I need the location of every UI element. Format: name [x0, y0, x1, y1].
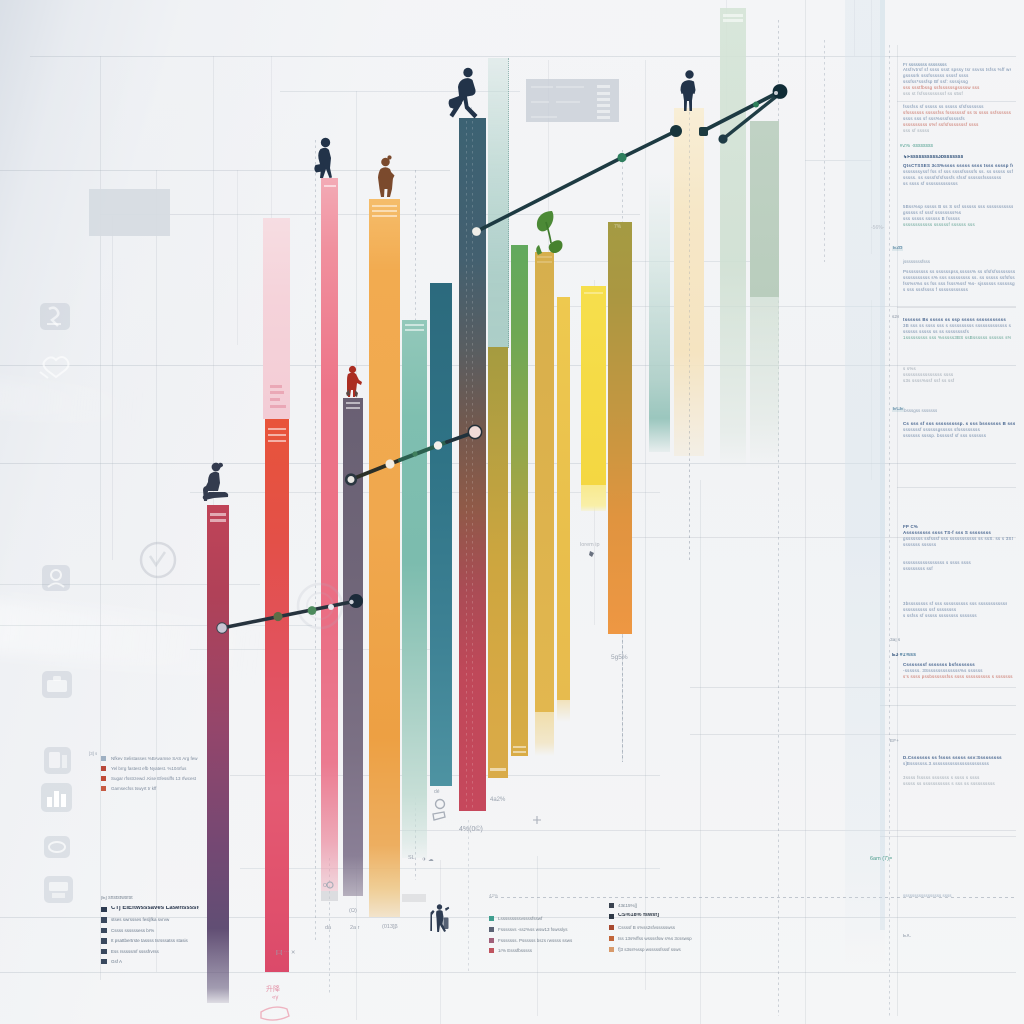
svg-text:(Ω): (Ω) — [349, 908, 357, 914]
svg-text:2a r: 2a r — [350, 925, 360, 931]
svg-text:4%(0©): 4%(0©) — [459, 825, 483, 833]
svg-text:-56%-: -56%- — [871, 225, 885, 231]
svg-text:da: da — [325, 925, 332, 931]
svg-text:✈ ☁: ✈ ☁ — [422, 856, 434, 863]
svg-text:7%: 7% — [614, 224, 622, 230]
svg-text:lorem ip: lorem ip — [580, 542, 600, 548]
svg-text:(013]β: (013]β — [382, 924, 398, 930]
svg-text:«γ: «γ — [272, 995, 278, 1001]
svg-text:dé: dé — [434, 789, 440, 795]
svg-text:升降: 升降 — [266, 984, 280, 993]
svg-text:4a2%: 4a2% — [490, 797, 506, 803]
svg-text:6am (7)=: 6am (7)= — [870, 856, 892, 862]
svg-text:5g5%: 5g5% — [611, 654, 628, 661]
svg-text:O: O — [323, 883, 327, 889]
svg-text:[□] ⋯ ✕: [□] ⋯ ✕ — [276, 950, 296, 956]
svg-text:SL: SL — [408, 855, 415, 861]
